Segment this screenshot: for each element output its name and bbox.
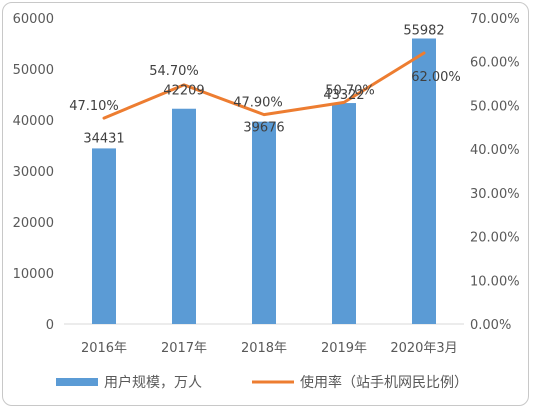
axes: 0 10000 20000 30000 40000 50000 60000 0.00% 10.0…: [13, 12, 520, 356]
legend: 用户规模，万人 使用率（站手机网民比例）: [56, 374, 468, 391]
y-right-tick-label: 60.00%: [470, 56, 520, 71]
bar: [412, 38, 436, 325]
line-series: [102, 51, 426, 120]
bar: [332, 103, 356, 324]
bar: [252, 121, 276, 324]
bar-value-label: 39676: [243, 121, 284, 136]
x-tick-label: 2016年: [81, 341, 127, 356]
data-labels: 34431 42209 39676 43322 55982 47.10% 54.70% 47.…: [69, 23, 461, 146]
rate-value-label: 54.70%: [149, 64, 199, 79]
x-tick-label: 2017年: [161, 341, 207, 356]
y-left-tick-label: 0: [46, 318, 54, 333]
rate-value-label: 47.10%: [69, 99, 119, 114]
legend-label-bar: 用户规模，万人: [104, 374, 202, 391]
rate-line: [102, 51, 426, 120]
y-left-tick-label: 10000: [13, 267, 54, 282]
bar: [92, 148, 116, 324]
rate-value-label: 47.90%: [233, 96, 283, 111]
x-tick-label: 2018年: [241, 341, 287, 356]
y-right-tick-label: 10.00%: [470, 274, 520, 289]
y-left-tick-label: 60000: [13, 12, 54, 27]
y-left-tick-label: 40000: [13, 114, 54, 129]
y-left-tick-label: 30000: [13, 165, 54, 180]
bar: [172, 108, 196, 324]
bar-value-label: 34431: [83, 131, 124, 146]
bar-series: [92, 38, 436, 325]
y-right-tick-label: 40.00%: [470, 143, 520, 158]
bar-value-label: 42209: [163, 84, 204, 99]
bar-value-label: 55982: [403, 23, 444, 38]
y-right-tick-label: 30.00%: [470, 187, 520, 202]
x-tick-label: 2019年: [321, 341, 367, 356]
y-left-tick-label: 50000: [13, 63, 54, 78]
rate-value-label: 50.70%: [325, 83, 375, 98]
rate-value-label: 62.00%: [411, 70, 461, 85]
y-right-tick-label: 20.00%: [470, 231, 520, 246]
y-right-tick-label: 70.00%: [470, 12, 520, 27]
bar-value-label: 43322: [323, 88, 364, 103]
x-tick-label: 2020年3月: [390, 341, 457, 356]
legend-swatch-bar: [56, 378, 98, 386]
y-right-tick-label: 0.00%: [470, 318, 511, 333]
y-left-tick-label: 20000: [13, 216, 54, 231]
y-right-tick-label: 50.00%: [470, 99, 520, 114]
legend-label-line: 使用率（站手机网民比例）: [300, 374, 468, 391]
